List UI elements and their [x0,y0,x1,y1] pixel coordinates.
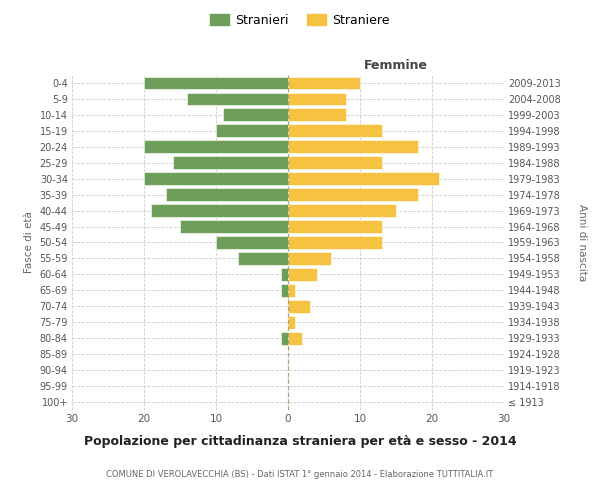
Bar [238,252,288,265]
Bar [288,284,295,296]
Text: Popolazione per cittadinanza straniera per età e sesso - 2014: Popolazione per cittadinanza straniera p… [83,435,517,448]
Bar [180,220,288,233]
Y-axis label: Fasce di età: Fasce di età [24,212,34,274]
Bar [216,236,288,249]
Bar [288,140,418,153]
Bar [288,236,382,249]
Bar [288,76,360,90]
Bar [288,332,302,344]
Legend: Stranieri, Straniere: Stranieri, Straniere [205,8,395,32]
Bar [288,124,382,137]
Bar [288,188,418,201]
Bar [281,284,288,296]
Bar [281,332,288,344]
Bar [288,204,396,217]
Bar [288,252,331,265]
Bar [216,124,288,137]
Bar [166,188,288,201]
Bar [288,268,317,281]
Bar [187,92,288,106]
Bar [288,300,310,312]
Bar [288,92,346,106]
Bar [288,220,382,233]
Text: Femmine: Femmine [364,58,428,71]
Bar [144,140,288,153]
Bar [281,268,288,281]
Bar [288,108,346,122]
Text: Anni di nascita: Anni di nascita [577,204,587,281]
Bar [288,172,439,185]
Bar [173,156,288,169]
Bar [288,156,382,169]
Bar [144,172,288,185]
Bar [144,76,288,90]
Bar [223,108,288,122]
Bar [151,204,288,217]
Text: COMUNE DI VEROLAVECCHIA (BS) - Dati ISTAT 1° gennaio 2014 - Elaborazione TUTTITA: COMUNE DI VEROLAVECCHIA (BS) - Dati ISTA… [106,470,494,479]
Bar [288,316,295,328]
